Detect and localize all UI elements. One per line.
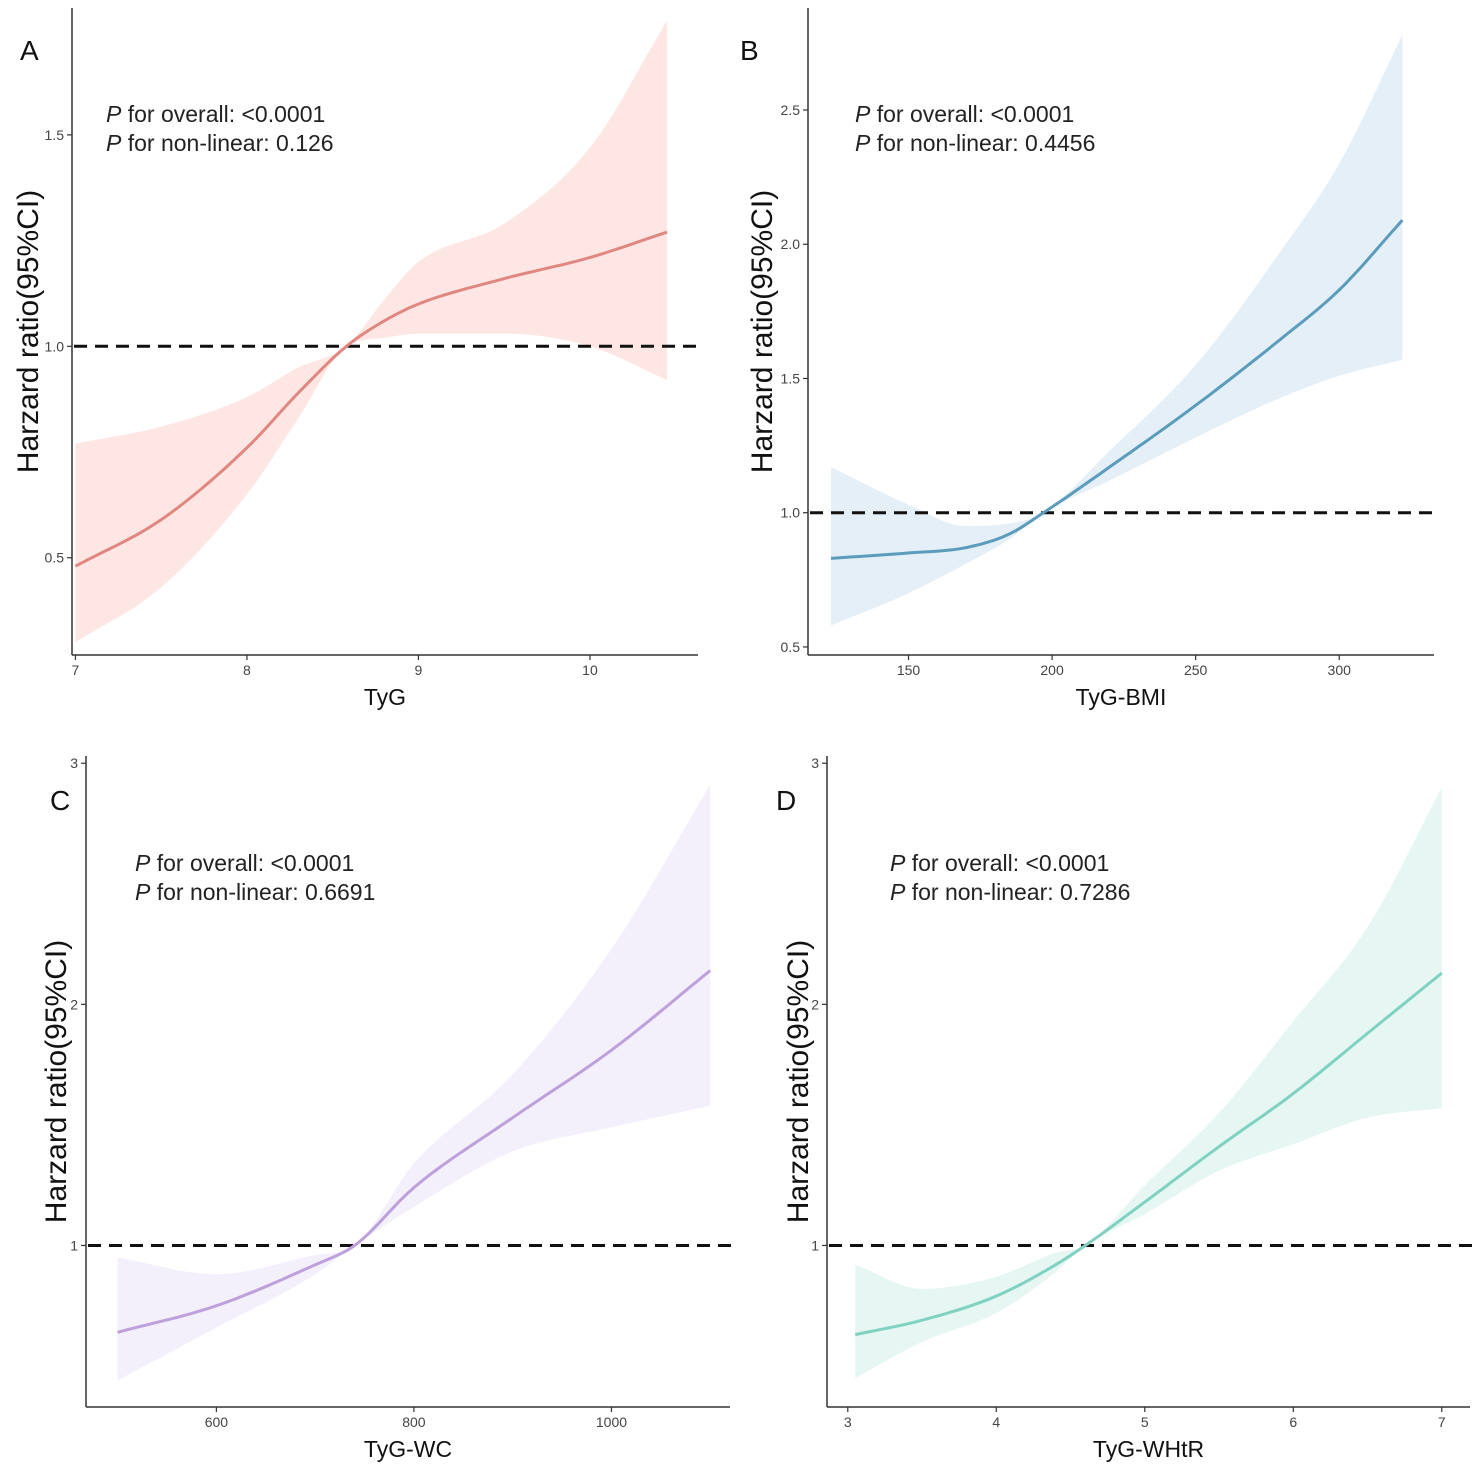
x-tick-label: 250	[1184, 662, 1208, 678]
p-value-label: for non-linear: 0.7286	[905, 879, 1130, 905]
panel-b: 0.5 1.0 1.5 2.0 2.5 150 200 250 300 B P for overal…	[740, 8, 1438, 710]
y-tick-label: 1.0	[781, 505, 801, 521]
x-tick-label: 8	[243, 662, 251, 678]
panel-label: A	[20, 35, 39, 66]
y-axis-title: Harzard ratio(95%CI)	[746, 190, 779, 473]
p-symbol: P	[890, 879, 906, 905]
y-tick-label: 1	[70, 1237, 78, 1253]
x-axis-title: TyG-WHtR	[1093, 1436, 1204, 1462]
p-value-label: for non-linear: 0.126	[121, 130, 333, 156]
y-tick-label: 2	[811, 996, 819, 1012]
p-symbol: P	[106, 130, 122, 156]
p-overall-text: P for overall: <0.0001	[890, 850, 1109, 876]
x-tick-label: 300	[1328, 662, 1352, 678]
y-tick-label: 2.5	[781, 102, 801, 118]
x-tick-label: 150	[897, 662, 921, 678]
x-tick-label: 4	[992, 1414, 1000, 1430]
hr-curve-d	[854, 971, 1443, 1337]
y-tick-label: 1.0	[45, 338, 65, 354]
ci-band-c	[117, 784, 711, 1381]
hr-curve-a	[74, 230, 668, 568]
y-axis-title: Harzard ratio(95%CI)	[12, 190, 45, 473]
p-value-label: for overall: <0.0001	[121, 101, 325, 127]
p-value-label: for overall: <0.0001	[905, 850, 1109, 876]
p-nonlinear-text: P for non-linear: 0.6691	[135, 879, 375, 905]
ci-band-b	[831, 34, 1403, 626]
p-symbol: P	[855, 130, 871, 156]
x-tick-label: 1000	[596, 1414, 627, 1430]
p-overall-text: P for overall: <0.0001	[855, 101, 1074, 127]
y-tick-label: 1.5	[45, 127, 65, 143]
p-symbol: P	[135, 879, 151, 905]
y-axis-title: Harzard ratio(95%CI)	[40, 940, 73, 1223]
y-axis-title: Harzard ratio(95%CI)	[782, 940, 815, 1223]
p-nonlinear-text: P for non-linear: 0.4456	[855, 130, 1095, 156]
y-tick-label: 1.5	[781, 370, 801, 386]
x-axis-title: TyG	[364, 684, 406, 710]
p-overall-text: P for overall: <0.0001	[135, 850, 354, 876]
p-value-label: for non-linear: 0.6691	[150, 879, 375, 905]
y-tick-label: 2.0	[781, 236, 801, 252]
p-symbol: P	[135, 850, 151, 876]
x-tick-label: 9	[415, 662, 423, 678]
hr-curve-b	[830, 219, 1404, 560]
x-tick-label: 6	[1289, 1414, 1297, 1430]
y-tick-label: 3	[811, 755, 819, 771]
x-tick-label: 3	[844, 1414, 852, 1430]
hr-curve-c	[117, 969, 712, 1334]
p-value-label: for overall: <0.0001	[870, 101, 1074, 127]
x-tick-label: 7	[72, 662, 80, 678]
p-value-label: for non-linear: 0.4456	[870, 130, 1095, 156]
p-nonlinear-text: P for non-linear: 0.126	[106, 130, 334, 156]
y-tick-label: 2	[70, 996, 78, 1012]
panel-label: D	[776, 785, 796, 816]
p-symbol: P	[890, 850, 906, 876]
p-symbol: P	[855, 101, 871, 127]
x-tick-label: 600	[205, 1414, 229, 1430]
p-overall-text: P for overall: <0.0001	[106, 101, 325, 127]
y-tick-label: 3	[70, 755, 78, 771]
y-tick-label: 0.5	[45, 550, 65, 566]
x-axis-title: TyG-WC	[364, 1436, 452, 1462]
p-value-label: for overall: <0.0001	[150, 850, 354, 876]
x-tick-label: 5	[1141, 1414, 1149, 1430]
p-nonlinear-text: P for non-linear: 0.7286	[890, 879, 1130, 905]
p-symbol: P	[106, 101, 122, 127]
ci-band-a	[75, 20, 668, 643]
x-tick-label: 800	[402, 1414, 426, 1430]
x-tick-label: 200	[1040, 662, 1064, 678]
panel-label: C	[50, 785, 70, 816]
x-tick-label: 10	[582, 662, 598, 678]
y-tick-label: 1	[811, 1237, 819, 1253]
y-tick-label: 0.5	[781, 639, 801, 655]
panel-label: B	[740, 35, 759, 66]
x-axis-title: TyG-BMI	[1076, 684, 1167, 710]
x-tick-label: 7	[1438, 1414, 1446, 1430]
ci-band-d	[855, 787, 1442, 1379]
